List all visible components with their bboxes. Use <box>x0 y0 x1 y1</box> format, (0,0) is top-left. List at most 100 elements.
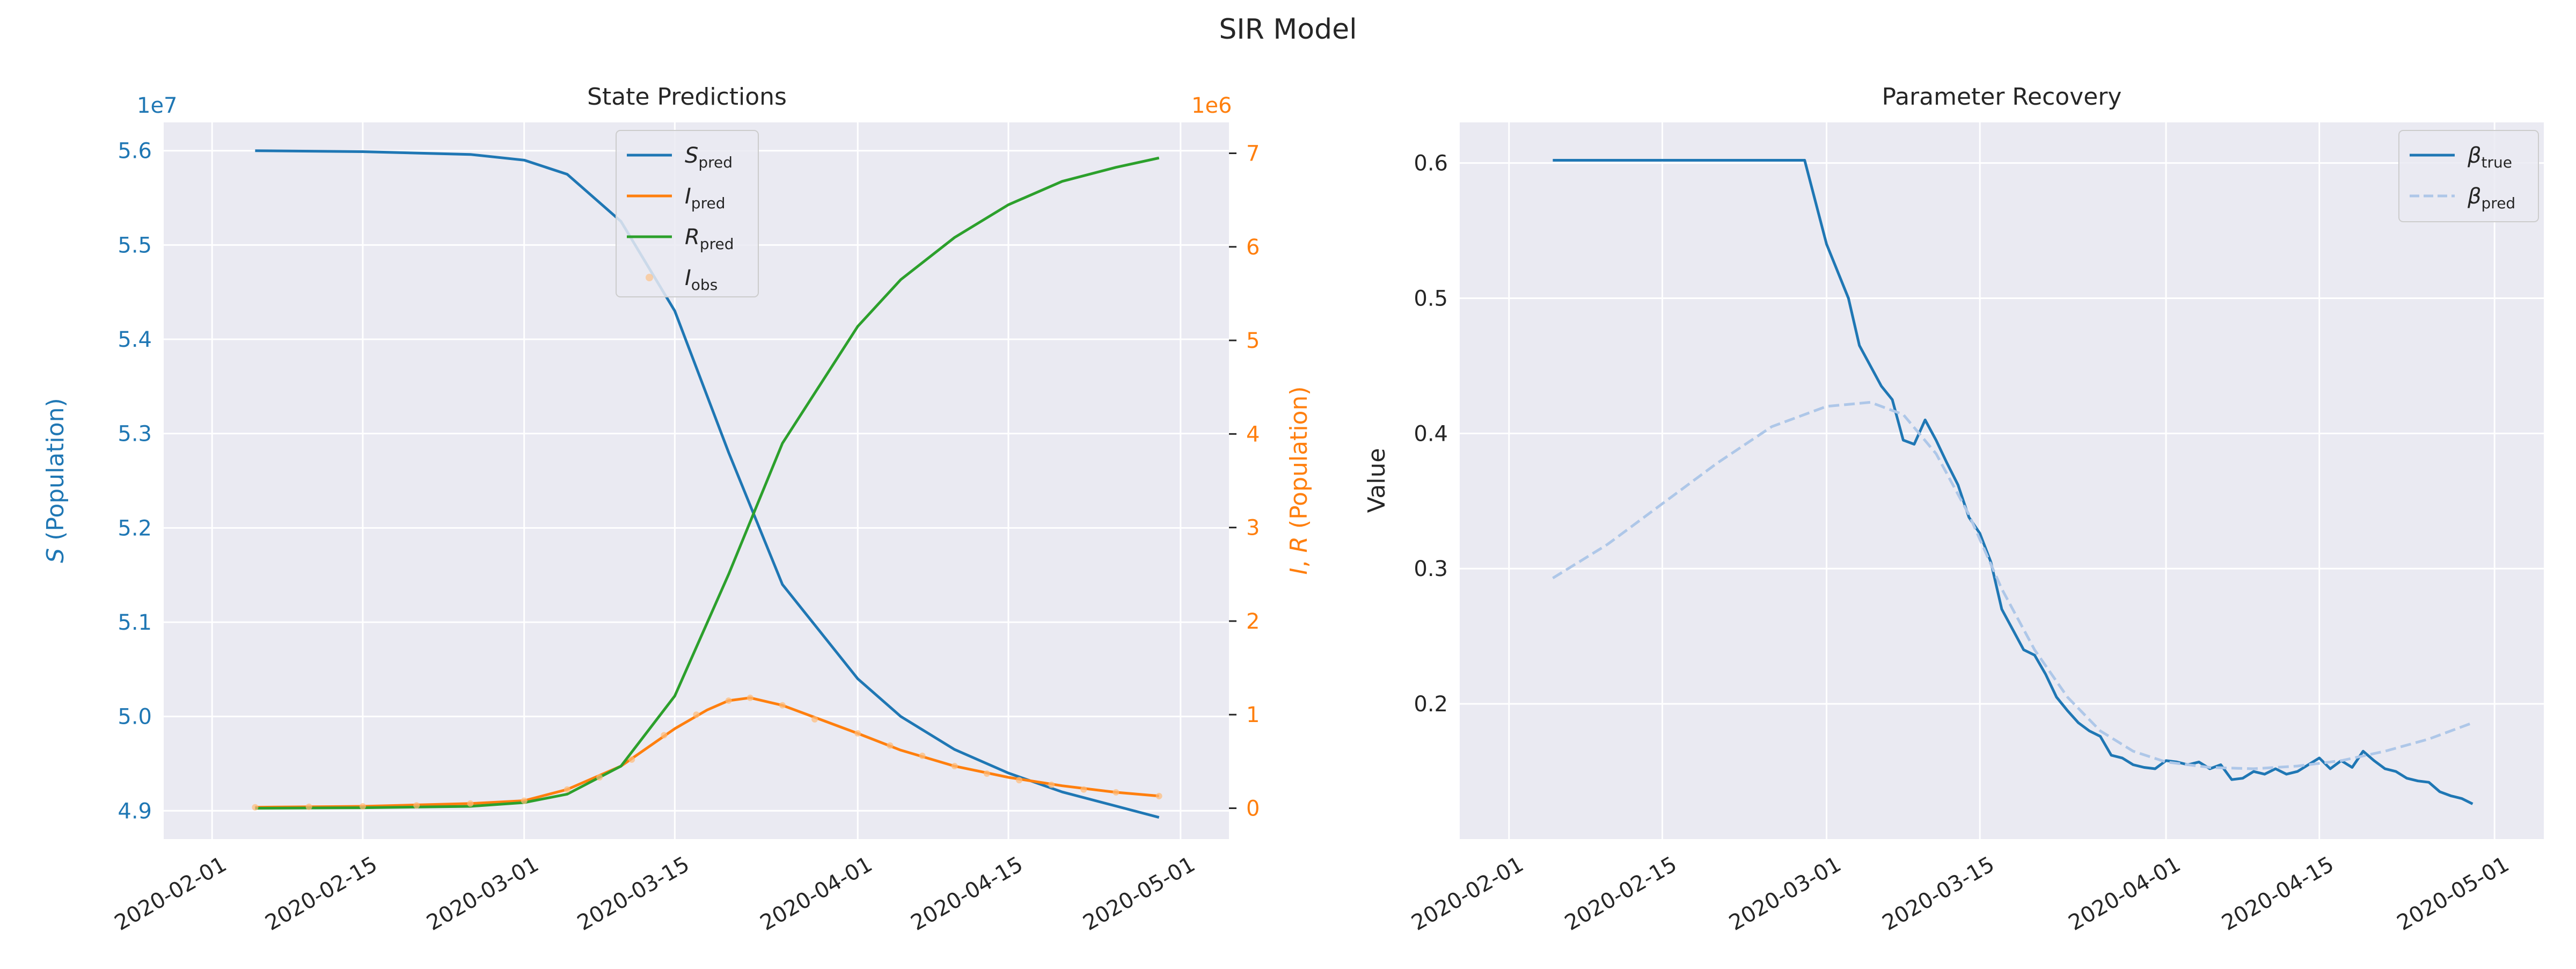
legend-marker <box>646 274 653 281</box>
state-predictions-panel: 2020-02-01 2020-02-15 2020-03-01 2020-03-15… <box>42 83 1313 936</box>
x-tick-label: 2020-03-01 <box>1725 852 1845 936</box>
x-tick-labels: 2020-02-01 2020-02-15 2020-03-01 2020-03-15… <box>1407 852 2513 936</box>
right-y-tick-label: 1 <box>1246 703 1260 727</box>
y-tick-label: 0.3 <box>1414 557 1448 581</box>
x-tick-label: 2020-04-01 <box>756 852 876 936</box>
beta-true-line <box>1553 159 2473 805</box>
x-tick-label: 2020-02-01 <box>111 852 231 936</box>
y-tick-label: 0.6 <box>1414 151 1448 176</box>
left-y-tick-label: 5.2 <box>118 516 152 541</box>
right-offset-text: 1e6 <box>1191 93 1232 118</box>
i-obs-point <box>951 763 958 770</box>
x-tick-label: 2020-02-15 <box>1561 852 1681 936</box>
i-obs-point <box>521 797 528 804</box>
left-y-ticks: 4.9 5.0 5.1 5.2 5.3 5.4 5.5 5.6 <box>118 139 152 824</box>
y-tick-labels: 0.2 0.3 0.4 0.5 0.6 <box>1414 151 1448 717</box>
x-tick-label: 2020-03-15 <box>573 852 693 936</box>
legend-label: Spred <box>685 143 733 171</box>
legend-box <box>2398 130 2539 222</box>
y-axis-label: Value <box>1363 448 1391 513</box>
panel-title: Parameter Recovery <box>1882 83 2122 111</box>
i-obs-point <box>1016 777 1023 784</box>
panel-title: State Predictions <box>587 83 787 111</box>
right-y-tick-label: 3 <box>1246 516 1260 541</box>
beta-pred-line <box>1552 400 2473 770</box>
i-obs-point <box>596 774 603 781</box>
left-y-tick-label: 5.3 <box>118 422 152 447</box>
x-tick-label: 2020-03-01 <box>422 852 543 936</box>
i-obs-point <box>983 770 990 777</box>
left-y-tick-label: 5.6 <box>118 139 152 164</box>
legend-label: Ipred <box>685 184 725 212</box>
y-tick-label: 0.4 <box>1414 421 1448 446</box>
x-tick-label: 2020-05-01 <box>2393 852 2513 936</box>
i-obs-point <box>919 752 926 759</box>
x-tick-label: 2020-04-15 <box>907 852 1027 936</box>
legend-label: Iobs <box>685 266 718 294</box>
x-tick-label: 2020-05-01 <box>1079 852 1199 936</box>
legend-symbol: R <box>685 225 700 250</box>
legend-subscript: pred <box>700 235 734 253</box>
grid <box>1460 122 2544 839</box>
left-y-tick-label: 5.0 <box>118 705 152 730</box>
i-obs-point <box>467 800 474 807</box>
x-tick-label: 2020-04-01 <box>2065 852 2185 936</box>
legend-symbol: I <box>685 184 691 209</box>
figure-title: SIR Model <box>1219 13 1357 46</box>
i-obs-point <box>725 697 732 704</box>
i-obs-point <box>854 730 861 737</box>
left-y-tick-label: 5.4 <box>118 327 152 352</box>
legend-symbol: β <box>2467 143 2482 168</box>
legend-subscript: true <box>2482 154 2512 171</box>
r-pred-line <box>255 156 1160 810</box>
i-obs-point <box>252 804 259 811</box>
legend-subscript: pred <box>2482 194 2516 212</box>
x-tick-labels: 2020-02-01 2020-02-15 2020-03-01 2020-03-15… <box>111 852 1199 936</box>
right-y-tick-label: 5 <box>1246 329 1260 353</box>
y-tick-label: 0.5 <box>1414 286 1448 311</box>
i-obs-point <box>747 694 753 701</box>
i-obs-point <box>1080 786 1087 793</box>
left-axis-label: S (Population) <box>42 398 69 563</box>
legend-subscript: pred <box>691 194 726 212</box>
right-y-tick-label: 2 <box>1246 609 1260 634</box>
legend-label: Rpred <box>685 225 734 253</box>
legend-subscript: pred <box>698 154 733 171</box>
right-y-tick-label: 7 <box>1246 142 1260 166</box>
series-layer <box>1552 159 2473 805</box>
x-tick-label: 2020-02-15 <box>261 852 382 936</box>
i-obs-point <box>413 802 420 809</box>
left-offset-text: 1e7 <box>137 93 178 118</box>
i-obs-point <box>1048 781 1055 788</box>
series-layer <box>252 149 1162 819</box>
i-obs-point <box>305 803 312 810</box>
left-y-tick-label: 5.1 <box>118 610 152 635</box>
right-y-tick-label: 6 <box>1246 235 1260 260</box>
x-tick-label: 2020-02-01 <box>1407 852 1527 936</box>
i-obs-point <box>564 786 570 793</box>
i-obs-point <box>693 711 700 718</box>
plot-area-background <box>1460 122 2544 839</box>
legend-label: βpred <box>2467 184 2515 212</box>
right-axis-label: I, R (Population) <box>1285 386 1313 574</box>
i-obs-point <box>887 742 894 749</box>
legend-subscript: obs <box>691 276 718 294</box>
left-y-tick-label: 4.9 <box>118 799 152 824</box>
legend-symbol: β <box>2467 184 2482 209</box>
right-y-tick-label: 0 <box>1246 796 1260 821</box>
i-obs-point <box>1155 792 1162 799</box>
legend-symbol: I <box>685 266 691 290</box>
right-y-ticks: 0 1 2 3 4 5 6 7 <box>1229 142 1260 821</box>
x-tick-label: 2020-03-15 <box>1878 852 1999 936</box>
i-obs-point <box>1113 789 1119 796</box>
i-obs-point <box>779 702 786 709</box>
legend-box <box>616 130 759 297</box>
i-obs-point <box>661 732 668 739</box>
i-obs-point <box>811 716 818 723</box>
left-y-tick-label: 5.5 <box>118 233 152 258</box>
legend-label: βtrue <box>2467 143 2512 171</box>
i-obs-point <box>359 803 366 810</box>
